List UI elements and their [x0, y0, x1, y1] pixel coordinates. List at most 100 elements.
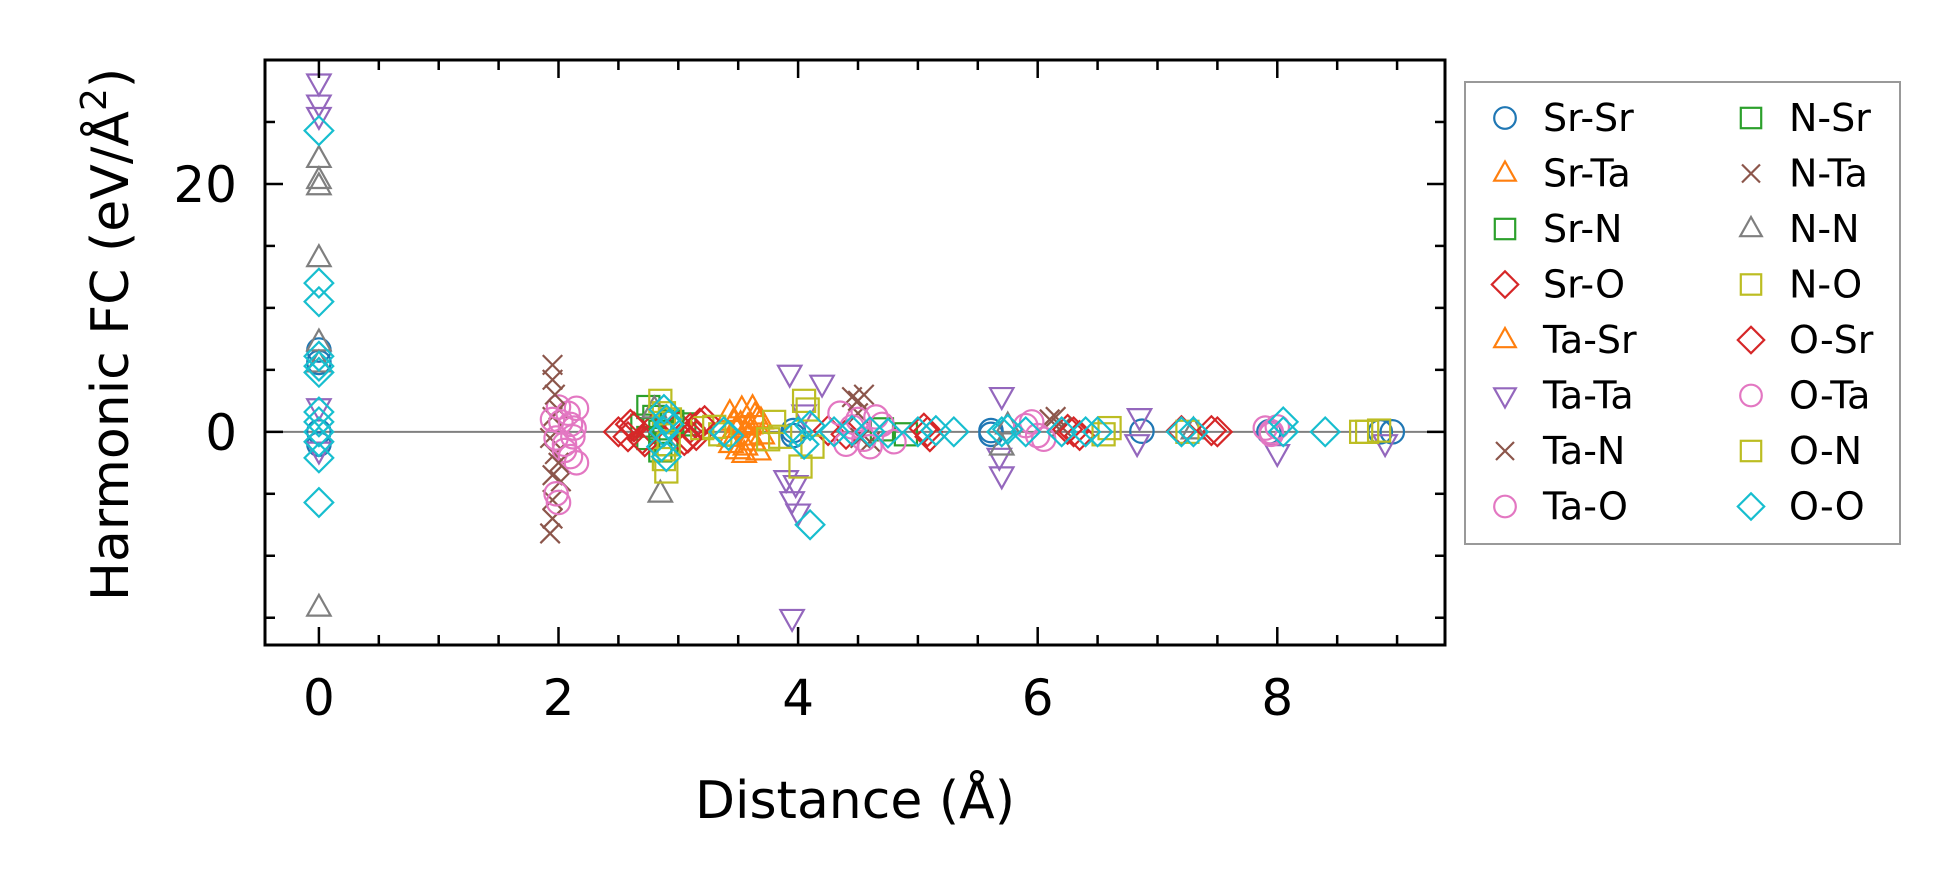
data-point — [795, 397, 820, 422]
data-point — [772, 470, 800, 495]
y-axis-title: Harmonic FC (eV/Å2) — [74, 68, 141, 601]
legend-label: Sr-Ta — [1543, 152, 1631, 196]
x-tick-label: 6 — [1022, 669, 1054, 727]
data-point — [782, 474, 810, 500]
data-point — [857, 433, 883, 460]
data-point — [303, 267, 335, 299]
legend-item: N-Ta — [1741, 152, 1868, 196]
data-point — [1051, 416, 1073, 438]
data-point — [544, 384, 566, 406]
data-point — [1371, 434, 1399, 459]
legend-marker — [1493, 494, 1517, 519]
data-point — [305, 243, 333, 268]
data-point — [719, 406, 747, 431]
y-axis-title-close: ) — [81, 68, 141, 88]
data-point — [830, 418, 862, 451]
legend-label: Sr-Sr — [1543, 96, 1634, 140]
legend-item: O-Ta — [1739, 374, 1870, 418]
data-point — [1097, 415, 1122, 441]
legend-label: N-Sr — [1789, 96, 1871, 140]
data-point — [648, 393, 680, 426]
legend-marker — [1739, 106, 1763, 130]
data-point — [563, 395, 590, 422]
data-point — [541, 354, 564, 376]
data-point — [303, 356, 335, 389]
data-point — [712, 419, 745, 452]
data-point — [790, 404, 818, 429]
data-point — [1125, 408, 1154, 433]
legend-marker — [1492, 387, 1518, 410]
data-point — [645, 430, 678, 463]
data-point — [303, 114, 335, 147]
data-point — [305, 106, 333, 132]
legend-item: O-N — [1739, 429, 1862, 473]
data-point — [541, 489, 564, 511]
legend-label: Ta-N — [1542, 429, 1625, 473]
data-point — [1201, 415, 1234, 448]
data-point — [911, 415, 944, 448]
data-point — [305, 171, 333, 196]
data-point — [708, 422, 733, 447]
data-point — [303, 486, 335, 519]
data-point — [684, 407, 716, 440]
data-point — [1009, 415, 1042, 448]
data-point — [545, 489, 572, 516]
data-point — [602, 415, 635, 448]
legend-label: Ta-O — [1542, 485, 1628, 529]
legend-label: O-Ta — [1789, 374, 1870, 418]
legend-marker — [1490, 269, 1520, 300]
data-point — [808, 374, 836, 399]
y-tick-labels: 0 20 — [173, 156, 237, 462]
legend-label: Ta-Sr — [1542, 318, 1637, 362]
x-axis-title: Distance (Å) — [695, 769, 1015, 831]
legend-label: Sr-O — [1543, 263, 1625, 307]
data-point — [744, 436, 773, 461]
data-point — [1309, 415, 1342, 448]
legend-marker — [1736, 491, 1766, 522]
data-point — [902, 415, 934, 448]
data-point — [988, 386, 1016, 412]
data-point — [1165, 415, 1198, 448]
data-point — [303, 425, 335, 458]
data-point — [303, 415, 335, 448]
data-point — [303, 350, 335, 382]
data-point — [788, 428, 820, 461]
legend-item: N-O — [1739, 263, 1862, 307]
data-point — [303, 441, 335, 474]
data-point — [778, 608, 806, 633]
legend-label: N-N — [1789, 207, 1860, 251]
data-point — [1045, 415, 1078, 448]
data-point — [782, 415, 814, 448]
data-point — [305, 592, 333, 617]
legend-marker — [1493, 217, 1517, 241]
y-axis-title-superscript: 2 — [74, 88, 115, 111]
data-point — [847, 390, 869, 412]
series-O-O — [303, 114, 1342, 541]
legend-marker — [1739, 273, 1763, 296]
legend-label: N-Ta — [1789, 152, 1868, 196]
legend-marker — [1736, 325, 1766, 355]
legend-label: O-N — [1789, 429, 1862, 473]
data-point — [1252, 415, 1279, 441]
data-point — [560, 423, 586, 450]
legend-item: Sr-Ta — [1492, 152, 1631, 196]
plot-frame — [263, 58, 1447, 647]
legend-marker — [1495, 441, 1515, 461]
data-point — [654, 459, 679, 484]
data-point — [728, 394, 756, 419]
y-axis-title-main: Harmonic FC (eV/Å — [79, 111, 141, 602]
data-point — [303, 340, 335, 373]
data-point — [937, 415, 970, 448]
data-point — [1354, 419, 1380, 444]
x-tick-labels: 0 2 4 6 8 — [303, 669, 1293, 727]
legend-label: O-O — [1789, 485, 1865, 529]
data-point — [652, 408, 685, 441]
data-point — [305, 164, 333, 190]
data-point — [794, 409, 826, 442]
legend-marker — [1738, 214, 1764, 238]
data-point — [563, 450, 590, 476]
data-point — [1063, 419, 1096, 452]
data-point — [1024, 422, 1051, 449]
data-point — [985, 415, 1018, 448]
x-tick-label: 2 — [543, 669, 575, 727]
